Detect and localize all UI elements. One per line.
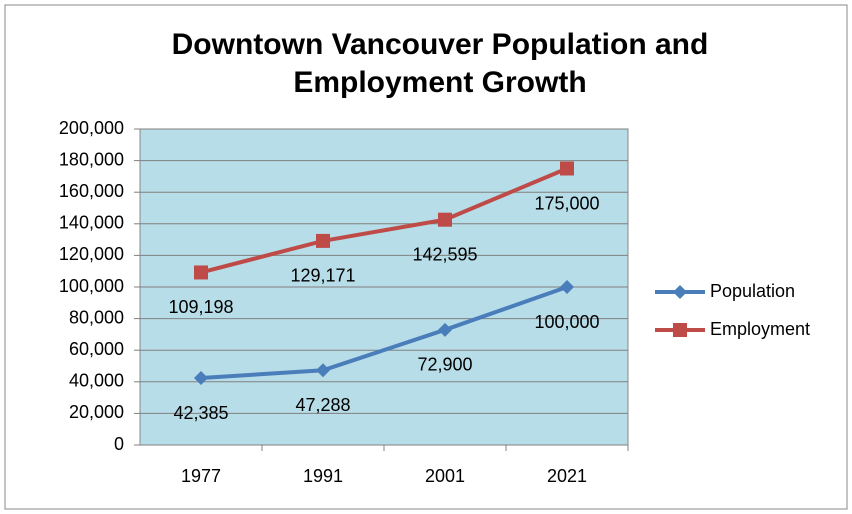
y-tick-label: 60,000: [69, 339, 124, 359]
data-label: 72,900: [417, 355, 472, 375]
data-label: 42,385: [173, 403, 228, 423]
y-tick-label: 120,000: [59, 244, 124, 264]
y-tick-label: 180,000: [59, 149, 124, 169]
data-label: 175,000: [534, 193, 599, 213]
y-tick-label: 0: [114, 434, 124, 454]
series-line: [200, 166, 568, 275]
data-label: 109,198: [168, 297, 233, 317]
y-tick-label: 20,000: [69, 402, 124, 422]
point-marker: [316, 233, 330, 248]
data-label: 142,595: [412, 244, 477, 264]
series-line: [200, 285, 568, 381]
chart-border: [4, 4, 848, 510]
y-tick-label: 80,000: [69, 307, 124, 327]
legend-label: Population: [710, 281, 795, 301]
data-label: 129,171: [290, 266, 355, 286]
y-tick-label: 140,000: [59, 213, 124, 233]
data-label: 100,000: [534, 312, 599, 332]
y-tick-label: 200,000: [59, 118, 124, 138]
point-marker: [438, 322, 452, 337]
point-marker: [673, 323, 687, 337]
point-marker: [673, 285, 687, 299]
data-label: 47,288: [295, 395, 350, 415]
legend-label: Employment: [710, 319, 810, 339]
y-tick-label: 100,000: [59, 276, 124, 296]
point-marker: [194, 265, 208, 280]
x-tick-label: 1977: [181, 466, 221, 486]
x-tick-label: 2021: [547, 466, 587, 486]
x-tick-label: 1991: [303, 466, 343, 486]
x-tick-label: 2001: [425, 466, 465, 486]
point-marker: [560, 280, 574, 294]
y-tick-label: 160,000: [59, 181, 124, 201]
point-marker: [194, 371, 208, 386]
chart-title: Downtown Vancouver Population and Employ…: [171, 28, 709, 99]
y-tick-label: 40,000: [69, 371, 124, 391]
point-marker: [560, 161, 574, 176]
point-marker: [438, 212, 452, 227]
point-marker: [316, 363, 330, 378]
